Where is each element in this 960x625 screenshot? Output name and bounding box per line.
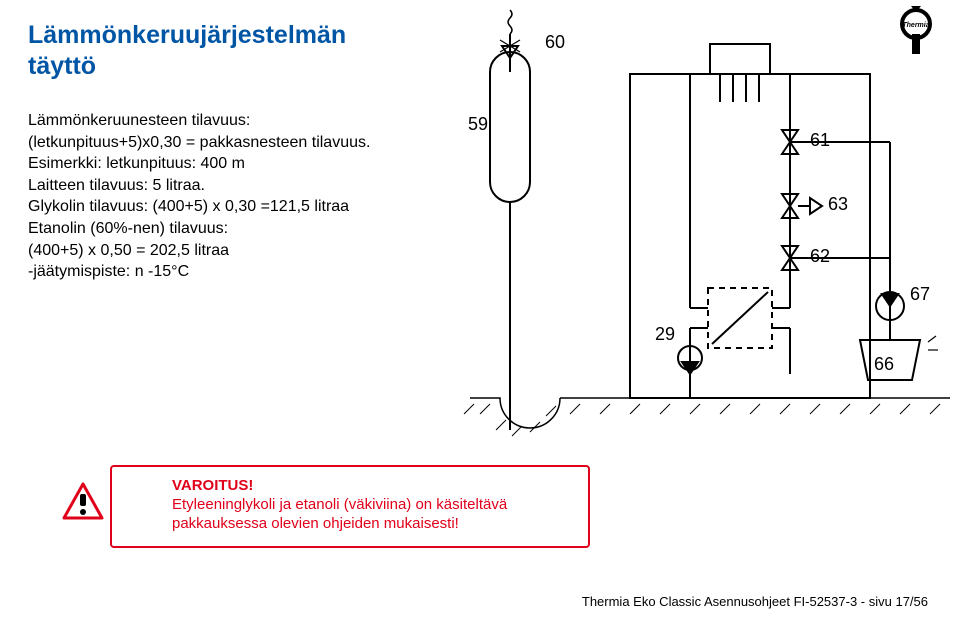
- warning-title: VAROITUS!: [172, 477, 574, 494]
- label-61: 61: [810, 130, 830, 150]
- body-l1: Lämmönkeruunesteen tilavuus:: [28, 110, 370, 132]
- label-60: 60: [545, 32, 565, 52]
- title-line2: täyttö: [28, 52, 96, 80]
- logo-text: Thermia: [902, 22, 929, 29]
- page-footer: Thermia Eko Classic Asennusohjeet FI-525…: [582, 594, 928, 609]
- thermia-logo: Thermia: [890, 6, 942, 58]
- body-l3: Esimerkki: letkunpituus: 400 m: [28, 153, 370, 175]
- body-l4: Laitteen tilavuus: 5 litraa.: [28, 175, 370, 197]
- body-l8: -jäätymispiste: n -15°C: [28, 261, 370, 283]
- body-l6: Etanolin (60%-nen) tilavuus:: [28, 218, 370, 240]
- schematic-diagram: 60 59 61 63 62 29 67 66: [450, 10, 950, 440]
- label-29: 29: [655, 324, 675, 344]
- title-line1: Lämmönkeruujärjestelmän: [28, 21, 346, 49]
- label-63: 63: [828, 194, 848, 214]
- label-62: 62: [810, 246, 830, 266]
- warning-icon: [62, 482, 104, 520]
- label-67: 67: [910, 284, 930, 304]
- body-l2: (letkunpituus+5)x0,30 = pakkasnesteen ti…: [28, 132, 370, 154]
- body-l7: (400+5) x 0,50 = 202,5 litraa: [28, 240, 370, 262]
- body-l5: Glykolin tilavuus: (400+5) x 0,30 =121,5…: [28, 196, 370, 218]
- label-59: 59: [468, 114, 488, 134]
- body-text-block: Lämmönkeruunesteen tilavuus: (letkunpitu…: [28, 110, 370, 283]
- label-66: 66: [874, 354, 894, 374]
- warning-text: Etyleeninglykoli ja etanoli (väkiviina) …: [172, 496, 574, 534]
- page-title: Lämmönkeruujärjestelmän täyttö: [28, 20, 346, 83]
- warning-box: VAROITUS! Etyleeninglykoli ja etanoli (v…: [110, 465, 590, 548]
